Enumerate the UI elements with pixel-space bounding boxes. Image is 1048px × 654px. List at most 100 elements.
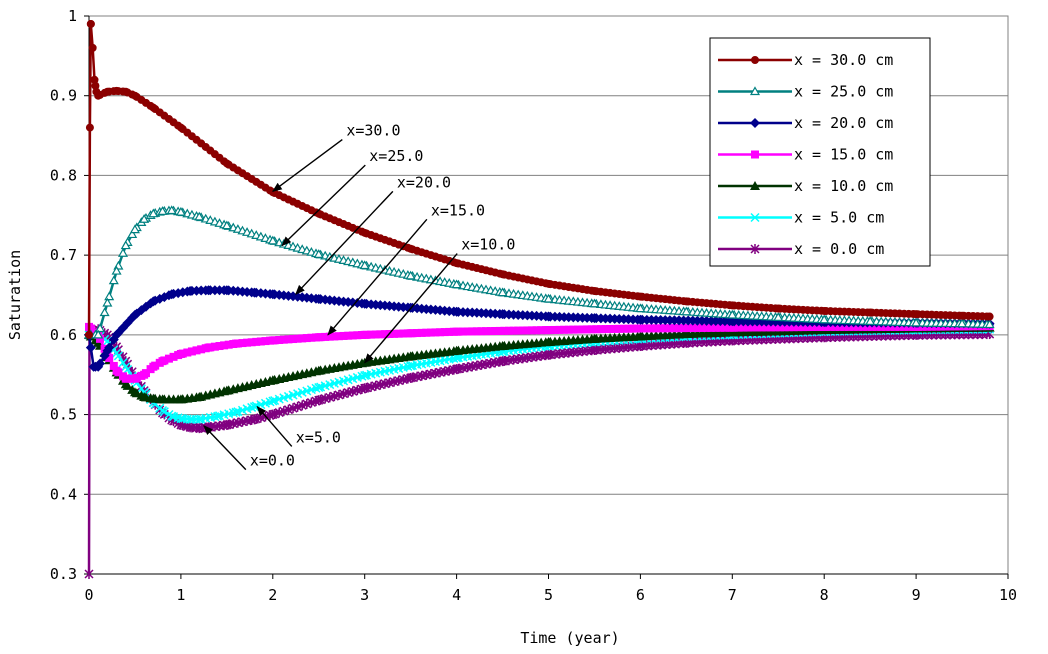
x-tick-label: 8 (820, 586, 829, 604)
data-point (194, 423, 204, 434)
data-point (477, 327, 486, 336)
data-point (194, 414, 204, 424)
legend: x = 30.0 cm x = 25.0 cm x = 20.0 cm x = 15.… (709, 37, 931, 267)
annotation-label: x=30.0 (346, 122, 400, 140)
data-point (149, 103, 158, 112)
data-point (104, 291, 115, 301)
data-point (130, 91, 139, 100)
data-point (665, 324, 674, 333)
data-point (514, 326, 523, 335)
data-point (753, 323, 762, 332)
data-point (275, 335, 284, 344)
data-point (314, 209, 323, 218)
data-point (518, 326, 527, 335)
data-point (720, 323, 729, 332)
data-point (509, 326, 518, 335)
x-tick-label: 5 (544, 586, 553, 604)
data-point (776, 323, 785, 332)
data-point (711, 323, 720, 332)
data-point (108, 275, 119, 285)
data-point (498, 356, 508, 367)
data-point (635, 314, 646, 325)
data-point (167, 411, 177, 421)
annotation-arrow (295, 190, 394, 295)
data-point (176, 414, 186, 424)
data-point (380, 330, 389, 339)
data-point (109, 361, 118, 370)
data-point (592, 325, 601, 334)
data-point (405, 351, 416, 361)
legend-item: x = 15.0 cm (718, 146, 893, 164)
data-point (313, 293, 324, 304)
data-point (148, 393, 159, 403)
data-point (93, 361, 104, 372)
data-point (550, 325, 559, 334)
data-point (406, 372, 416, 383)
data-point (688, 324, 697, 333)
data-point (130, 374, 139, 383)
data-point (684, 324, 693, 333)
data-point (360, 330, 369, 339)
legend-marker (749, 86, 761, 96)
data-point (267, 289, 278, 300)
data-point (866, 308, 875, 317)
data-point (99, 307, 110, 317)
data-point (249, 414, 259, 425)
data-point (652, 324, 661, 333)
annotation: x=0.0 (203, 425, 295, 471)
annotation-label: x=25.0 (369, 147, 423, 165)
data-point (330, 332, 339, 341)
data-point (661, 324, 670, 333)
legend-marker (750, 212, 760, 223)
data-point (766, 323, 775, 332)
data-point (985, 312, 994, 321)
data-point (148, 208, 159, 218)
annotation: x=15.0 (327, 201, 485, 336)
data-point (140, 370, 149, 379)
data-point (192, 346, 201, 355)
annotation: x=5.0 (256, 405, 341, 447)
data-point (774, 304, 783, 313)
data-point (957, 318, 968, 328)
data-point (912, 310, 921, 319)
data-point (656, 324, 665, 333)
data-point (112, 348, 122, 358)
data-point (194, 392, 205, 402)
data-point (169, 352, 178, 361)
data-point (590, 287, 599, 296)
data-point (674, 324, 683, 333)
data-point (578, 325, 587, 334)
data-point (532, 326, 541, 335)
data-point (636, 292, 645, 301)
data-point (606, 325, 615, 334)
annotation-arrow (203, 425, 247, 471)
data-point (495, 326, 504, 335)
data-point (452, 327, 461, 336)
data-point (183, 348, 192, 357)
data-point (256, 337, 265, 346)
data-point (321, 332, 330, 341)
data-point (360, 370, 370, 381)
data-point (984, 319, 995, 329)
data-point (569, 325, 578, 334)
legend-item: x = 30.0 cm (718, 51, 893, 69)
data-point (325, 332, 334, 341)
data-point (543, 337, 554, 347)
data-point (222, 159, 231, 168)
x-tick-label: 9 (912, 586, 921, 604)
data-point (417, 328, 426, 337)
data-point (158, 357, 167, 366)
data-point (789, 323, 798, 332)
data-point (734, 323, 743, 332)
data-point (102, 297, 113, 307)
data-point (185, 414, 195, 424)
data-point (175, 394, 186, 404)
annotation-label: x=0.0 (250, 452, 295, 470)
data-point (771, 323, 780, 332)
data-point (213, 411, 223, 421)
data-point (635, 331, 646, 341)
data-point (120, 379, 131, 389)
data-point (129, 224, 140, 234)
